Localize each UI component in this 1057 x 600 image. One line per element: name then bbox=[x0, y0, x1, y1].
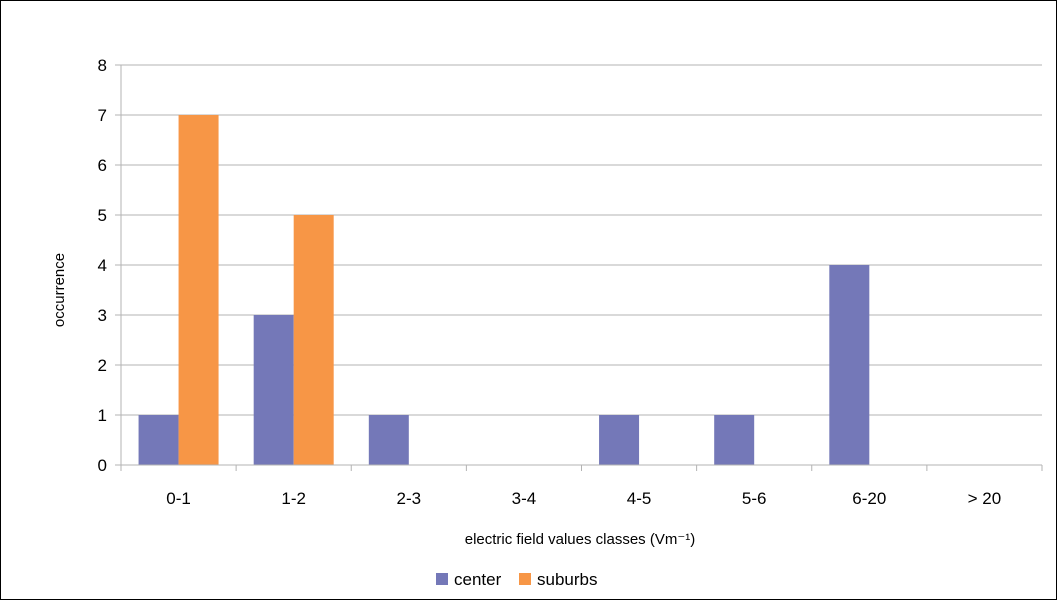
axes bbox=[115, 64, 1043, 471]
bar-center bbox=[599, 415, 640, 465]
y-tick-label: 7 bbox=[98, 106, 107, 125]
legend-label-suburbs: suburbs bbox=[537, 570, 597, 589]
y-tick-label: 2 bbox=[98, 356, 107, 375]
x-tick-label: 6-20 bbox=[852, 489, 886, 508]
bar-center bbox=[138, 415, 179, 465]
y-tick-label: 0 bbox=[98, 456, 107, 475]
x-tick-label: 3-4 bbox=[512, 489, 537, 508]
x-tick-label: 4-5 bbox=[627, 489, 652, 508]
legend-swatch-suburbs bbox=[519, 573, 531, 585]
bar-center bbox=[253, 315, 294, 465]
y-tick-label: 5 bbox=[98, 206, 107, 225]
bar-suburbs bbox=[293, 215, 334, 465]
tick-labels: 0 1 2 3 4 5 6 7 8 0-1 1-2 2-3 3-4 4-5 5-6 6-20 > 20 bbox=[98, 56, 1002, 508]
x-tick-label: > 20 bbox=[968, 489, 1002, 508]
y-axis-title: occurrence bbox=[51, 253, 68, 327]
y-tick-label: 3 bbox=[98, 306, 107, 325]
bars bbox=[138, 115, 870, 465]
bar-suburbs bbox=[178, 115, 219, 465]
bar-center bbox=[829, 265, 870, 465]
y-tick-label: 8 bbox=[98, 56, 107, 75]
legend-swatch-center bbox=[436, 573, 448, 585]
y-tick-label: 6 bbox=[98, 156, 107, 175]
legend: center suburbs bbox=[436, 570, 597, 589]
x-tick-label: 1-2 bbox=[281, 489, 306, 508]
bar-center bbox=[714, 415, 755, 465]
x-tick-label: 0-1 bbox=[166, 489, 191, 508]
y-tick-label: 4 bbox=[98, 256, 107, 275]
x-tick-label: 5-6 bbox=[742, 489, 767, 508]
bar-center bbox=[368, 415, 409, 465]
y-tick-label: 1 bbox=[98, 406, 107, 425]
legend-label-center: center bbox=[454, 570, 502, 589]
x-axis-title: electric field values classes (Vm⁻¹) bbox=[465, 531, 695, 548]
x-tick-label: 2-3 bbox=[397, 489, 422, 508]
